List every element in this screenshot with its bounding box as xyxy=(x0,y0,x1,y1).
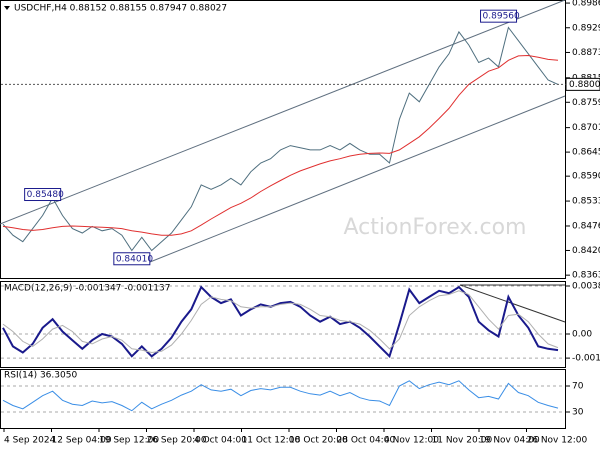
series-line xyxy=(2,54,559,236)
y-tick-label: 0.83635 xyxy=(572,271,600,281)
x-tick-label: 11 Oct 12:00 xyxy=(242,436,301,446)
y-tick-label: 0.85900 xyxy=(572,172,600,182)
chart-title: USDCHF,H4 0.88152 0.88155 0.87947 0.8802… xyxy=(14,4,227,14)
current-price-box xyxy=(565,77,600,91)
y-tick-label: -0.00195 xyxy=(572,354,600,364)
main-frame xyxy=(0,0,566,279)
rsi-frame xyxy=(0,369,566,429)
channel-upper xyxy=(0,0,566,225)
y-tick-label: 0.85330 xyxy=(572,197,600,207)
y-tick-label: 0.003886 xyxy=(572,282,600,292)
x-tick-label: 11 Nov 20:00 xyxy=(432,436,493,446)
x-tick-label: 4 Sep 2024 xyxy=(4,436,56,446)
y-tick-label: 0.86450 xyxy=(572,148,600,158)
menu-arrow xyxy=(4,6,10,10)
x-tick-label: 18 Oct 20:00 xyxy=(289,436,348,446)
frames xyxy=(0,0,566,429)
annotation-box xyxy=(113,252,151,266)
x-tick-label: 26 Sep 20:00 xyxy=(147,436,207,446)
y-tick-label: 30 xyxy=(572,408,584,418)
x-tick-label: 12 Sep 04:00 xyxy=(52,436,112,446)
y-tick-label: 0.89295 xyxy=(572,23,600,33)
y-tick-label: 0.84200 xyxy=(572,246,600,256)
y-tick-label: 0.87010 xyxy=(572,123,600,133)
y-tick-label: 0.00 xyxy=(572,330,592,340)
annotation-label: 0.84010 xyxy=(116,254,153,264)
annotation-label: 0.85480 xyxy=(27,190,64,200)
macd-frame xyxy=(0,281,566,368)
x-tick-label: 19 Sep 12:00 xyxy=(99,436,159,446)
y-tick-label: 0.84760 xyxy=(572,221,600,231)
x-tick-label: 4 Oct 04:00 xyxy=(194,436,247,446)
series-line xyxy=(2,380,559,412)
annotation-box xyxy=(24,188,62,202)
series-line xyxy=(2,290,559,354)
channel-lower xyxy=(149,95,566,263)
y-tick-label: 0.89860 xyxy=(572,0,600,9)
y-tick-label: 70 xyxy=(572,381,584,391)
x-tick-label: 26 Nov 12:00 xyxy=(527,436,588,446)
x-tick-label: 19 Nov 04:00 xyxy=(479,436,540,446)
annotation-box xyxy=(480,9,518,23)
x-tick-label: 28 Oct 04:00 xyxy=(337,436,396,446)
x-tick-label: 4 Nov 12:00 xyxy=(384,436,439,446)
y-tick-label: 0.88730 xyxy=(572,48,600,58)
watermark: ActionForex.com xyxy=(344,215,527,240)
y-tick-label: 0.87590 xyxy=(572,98,600,108)
series-line xyxy=(2,26,559,252)
annotation-label: 0.89560 xyxy=(483,12,520,22)
rsi-title: RSI(14) 36.3050 xyxy=(4,371,77,381)
macd-title: MACD(12,26,9) -0.001347 -0.001137 xyxy=(4,284,170,294)
